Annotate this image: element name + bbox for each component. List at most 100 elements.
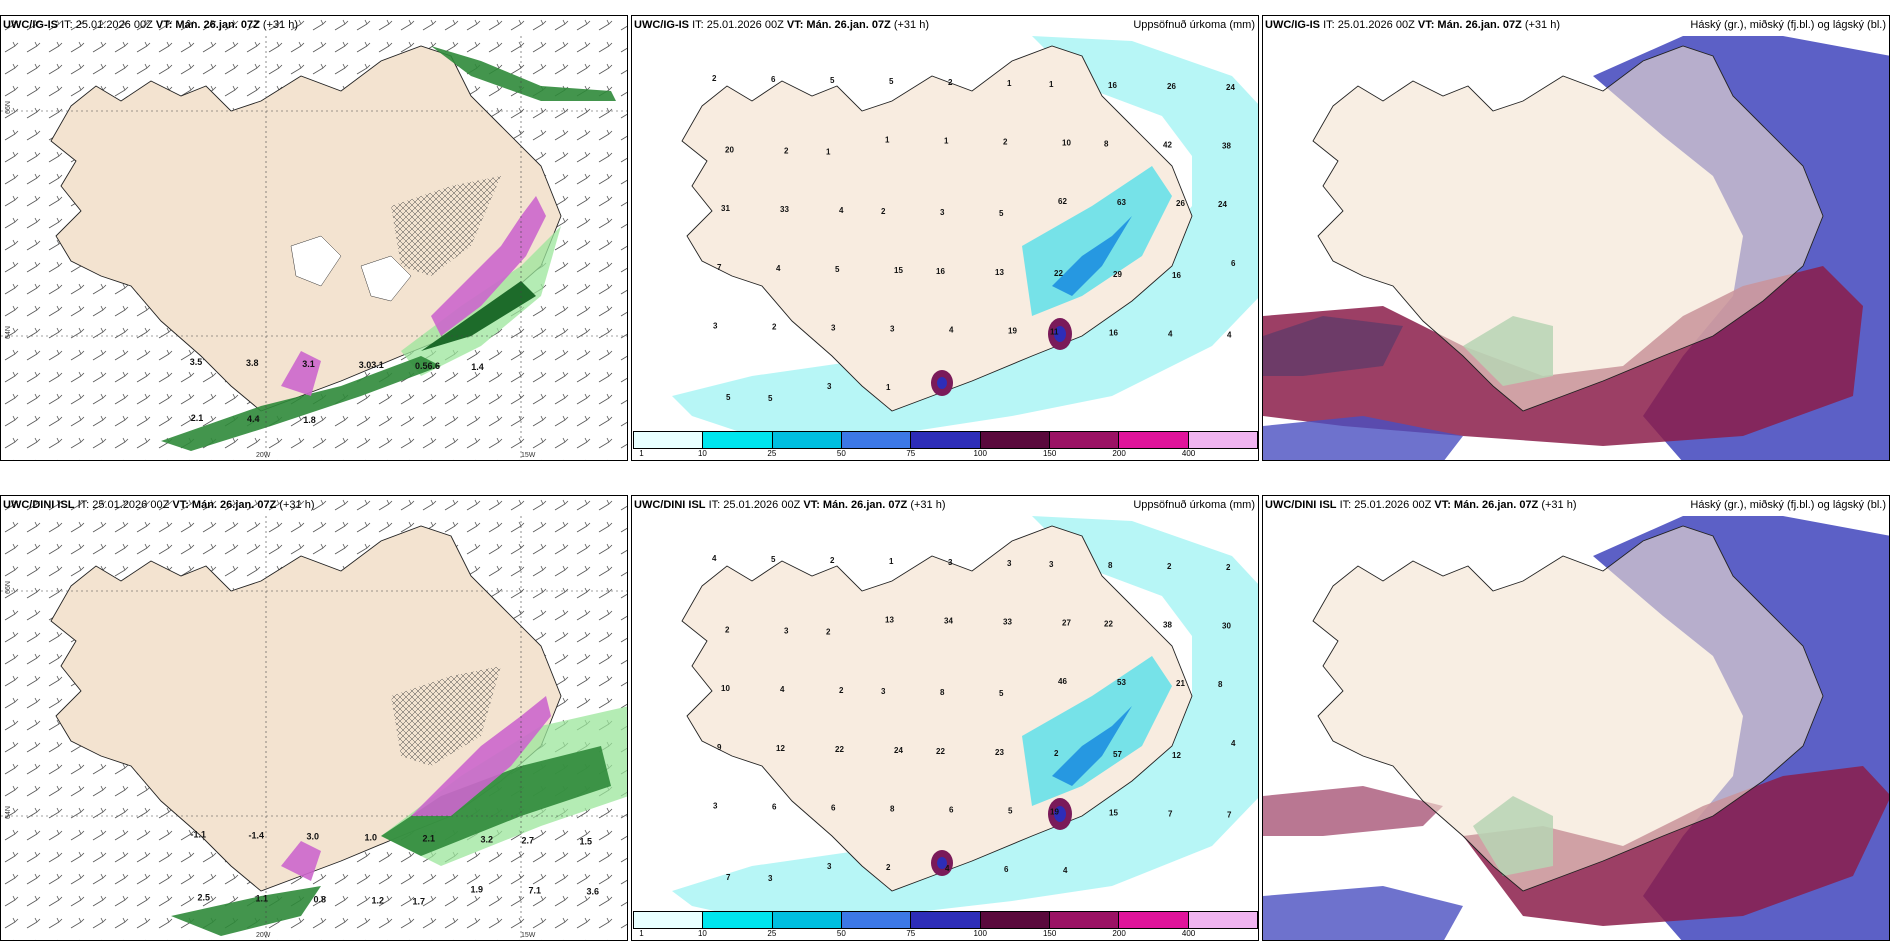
- map-value-label: 3: [948, 558, 953, 567]
- lead-time: (+31 h): [893, 19, 930, 31]
- colorbar-tick: 75: [906, 929, 916, 938]
- map-value-label: 13: [995, 268, 1004, 277]
- iceland-landmass: [1312, 525, 1824, 892]
- colorbar-swatches: [633, 431, 1258, 449]
- lon-label: 20W: [256, 932, 271, 939]
- map-value-label: 8: [1104, 140, 1109, 149]
- colorbar-swatch: [703, 912, 773, 928]
- map-value-label: 7: [726, 873, 731, 882]
- map-value-label: -1.4: [249, 831, 265, 841]
- map-value-label: 6: [949, 806, 954, 815]
- map-value-label: 12: [1172, 751, 1181, 760]
- iceland-landmass: [1312, 45, 1824, 412]
- colorbar-tick: 50: [836, 449, 846, 458]
- colorbar-tick: 25: [767, 929, 777, 938]
- map-value-label: 6: [1004, 865, 1009, 874]
- map-value-label: 21: [1176, 679, 1185, 688]
- colorbar-swatch: [772, 912, 842, 928]
- panel-top-center-precipitation: 2 6 5 5 2 1 1 16 26 24 20 2 1 1 1 2 10 8 42 38 31 33 4 2 3 5 62 63 2…: [631, 15, 1259, 461]
- colorbar-swatch: [980, 432, 1050, 448]
- map-value-label: 1.8: [303, 415, 316, 425]
- map-value-label: 4: [1231, 739, 1236, 748]
- map-value-label: 7: [1168, 810, 1173, 819]
- map-value-label: 5: [771, 555, 776, 564]
- map-value-label: 3.2: [481, 835, 494, 845]
- map-value-label: 2.1: [423, 834, 436, 844]
- lon-label: 15W: [521, 932, 536, 939]
- panel-title: Uppsöfnuð úrkoma (mm): [1133, 499, 1255, 511]
- map-value-label: 57: [1113, 750, 1122, 759]
- map-value-label: 3: [784, 627, 789, 636]
- colorbar-tick: 400: [1181, 449, 1196, 458]
- map-value-label: 1.2: [372, 896, 385, 906]
- map-value-label: 2: [1226, 563, 1231, 572]
- map-value-label: 2: [725, 626, 730, 635]
- valid-time: VT: Mán. 26.jan. 07Z: [1417, 19, 1522, 31]
- map-value-label: 16: [1109, 329, 1118, 338]
- map-value-label: 1.5: [580, 837, 593, 847]
- map-value-label: 4: [1227, 331, 1232, 340]
- map-value-label: 53: [1117, 678, 1126, 687]
- map-value-label: 5: [889, 77, 894, 86]
- model-name: UWC/IG-IS: [1265, 19, 1320, 31]
- map-value-label: -1.1: [191, 830, 207, 840]
- map-value-label: 12: [776, 744, 785, 753]
- map-value-label: 3: [827, 382, 832, 391]
- map-value-label: 3: [831, 324, 836, 333]
- map-value-label: 22: [936, 747, 945, 756]
- map-value-label: 1: [944, 137, 949, 146]
- map-value-label: 1: [885, 136, 890, 145]
- map-value-label: 3: [713, 322, 718, 331]
- init-time: IT: 25.01.2026 00Z: [77, 499, 170, 511]
- map-value-label: 38: [1163, 621, 1172, 630]
- colorbar-swatch: [980, 912, 1050, 928]
- map-value-label: 2.7: [522, 836, 535, 846]
- map-value-label: 4.4: [247, 414, 260, 424]
- map-iceland-wind: 3.5 3.8 3.1 3.03.1 0.56.6 1.4 2.1 4.4 1.8: [1, 16, 627, 460]
- map-value-label: 22: [835, 745, 844, 754]
- map-value-label: 10: [1062, 139, 1071, 148]
- map-value-label: 34: [944, 617, 953, 626]
- valid-time: VT: Mán. 26.jan. 07Z: [155, 19, 260, 31]
- panel-top-right-clouds: UWC/IG-IS IT: 25.01.2026 00Z VT: Mán. 26…: [1262, 15, 1890, 461]
- map-value-label: 24: [1218, 200, 1227, 209]
- map-value-label: 30: [1222, 622, 1231, 631]
- colorbar-swatch: [634, 432, 704, 448]
- init-time: IT: 25.01.2026 00Z: [708, 499, 801, 511]
- map-value-label: 33: [780, 205, 789, 214]
- lead-time: (+31 h): [1524, 19, 1561, 31]
- map-value-label: 16: [1108, 81, 1117, 90]
- map-value-label: 2: [826, 628, 831, 637]
- map-value-label: 1: [886, 383, 891, 392]
- init-time: IT: 25.01.2026 00Z: [1323, 19, 1415, 31]
- valid-time: VT: Mán. 26.jan. 07Z: [786, 19, 891, 31]
- colorbar-ticks: 1 10 25 50 75 100 150 200 400: [633, 929, 1258, 939]
- colorbar-tick: 100: [973, 449, 987, 458]
- colorbar-swatch: [1188, 432, 1257, 448]
- map-value-label: 19: [1008, 327, 1017, 336]
- map-value-label: 2: [948, 78, 953, 87]
- map-value-label: 5: [1008, 807, 1013, 816]
- map-value-label: 4: [949, 326, 954, 335]
- colorbar-swatch: [1049, 912, 1120, 928]
- map-value-label: 4: [1063, 866, 1068, 875]
- lead-time: (+31 h): [1541, 499, 1577, 511]
- colorbar-tick: 75: [906, 449, 916, 458]
- map-value-label: 6: [772, 803, 777, 812]
- valid-time: VT: Mán. 26.jan. 07Z: [803, 499, 908, 511]
- map-value-label: 16: [936, 267, 945, 276]
- lat-label: 66N: [4, 101, 12, 114]
- map-value-label: 3.0: [307, 832, 320, 842]
- lead-time: (+31 h): [279, 499, 315, 511]
- panel-bottom-left-temperature: -1.1 -1.4 3.0 1.0 2.1 3.2 2.7 1.5 2.5 1.1 0.8 1.2 1.…: [0, 495, 628, 941]
- init-time: IT: 25.01.2026 00Z: [1339, 499, 1432, 511]
- map-value-label: 7: [1227, 811, 1232, 820]
- panel-title: Uppsöfnuð úrkoma (mm): [1133, 19, 1255, 31]
- colorbar-tick: 10: [697, 929, 707, 938]
- map-value-label: 1.7: [413, 897, 426, 907]
- map-iceland-wind: -1.1 -1.4 3.0 1.0 2.1 3.2 2.7 1.5 2.5 1.1 0.8 1.2 1.…: [1, 496, 627, 940]
- map-value-label: 1.4: [471, 362, 484, 372]
- lat-label: 66N: [4, 581, 12, 594]
- map-value-label: 4: [839, 206, 844, 215]
